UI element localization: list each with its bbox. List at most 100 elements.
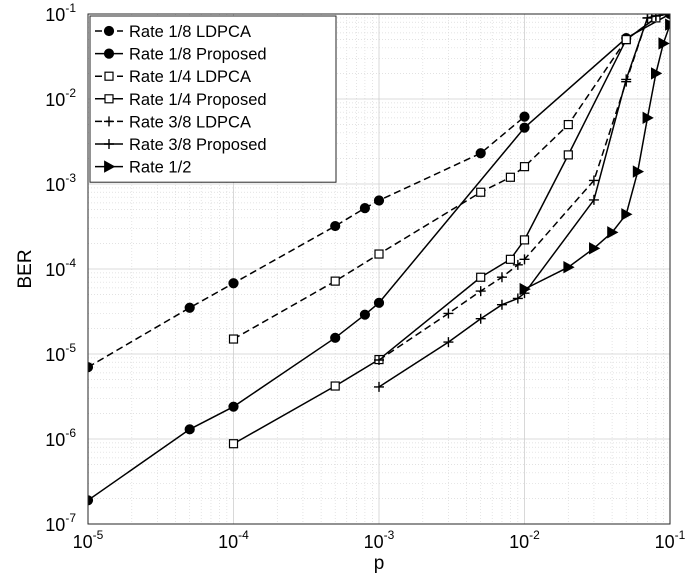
- legend-marker: [104, 139, 114, 149]
- series-2: [88, 14, 670, 506]
- tick-exponent: -4: [238, 528, 249, 542]
- data-point: [650, 14, 661, 21]
- tick-exponent: -6: [65, 426, 76, 440]
- data-point: [475, 148, 486, 159]
- legend-label: Rate 3/8 Proposed: [129, 136, 267, 154]
- y-tick-label: 10-5: [45, 341, 76, 365]
- data-point: [330, 332, 341, 343]
- data-point: [496, 299, 507, 310]
- tick-base: 10: [45, 175, 65, 195]
- series-layer: [88, 14, 670, 506]
- data-point: [228, 439, 239, 449]
- tick-base: 10: [509, 532, 529, 552]
- tick-base: 10: [655, 532, 675, 552]
- legend-marker: [103, 25, 115, 37]
- tick-exponent: -2: [529, 528, 540, 542]
- data-point: [496, 272, 507, 283]
- legend-label: Rate 1/2: [129, 159, 191, 177]
- series-7: [519, 18, 670, 296]
- x-tick-label: 10-2: [509, 528, 540, 552]
- data-point: [228, 334, 239, 344]
- y-tick-label: 10-3: [45, 171, 76, 195]
- data-point: [519, 162, 530, 172]
- x-tick-label: 10-5: [73, 528, 104, 552]
- y-tick-label: 10-6: [45, 426, 76, 450]
- tick-exponent: -3: [384, 528, 395, 542]
- y-tick-label: 10-1: [45, 1, 76, 25]
- legend: Rate 1/8 LDPCA Rate 1/8 Proposed Rate 1/4 …: [89, 15, 337, 183]
- tick-exponent: -1: [675, 528, 686, 542]
- data-point: [519, 111, 530, 122]
- data-point: [330, 220, 341, 232]
- data-point: [476, 272, 486, 282]
- data-point: [184, 424, 195, 435]
- data-point: [374, 354, 384, 365]
- data-point: [443, 337, 454, 348]
- tick-layer: 10-5 10-4 10-3 10-2 10-110-710-610-510-410-3…: [45, 1, 685, 552]
- tick-base: 10: [45, 515, 65, 535]
- data-point: [373, 195, 385, 206]
- data-point: [505, 172, 515, 182]
- x-tick-label: 10-3: [364, 528, 395, 552]
- data-point: [563, 150, 573, 160]
- data-point: [373, 297, 385, 308]
- data-point: [563, 261, 575, 274]
- tick-base: 10: [218, 532, 238, 552]
- series-6: [374, 14, 670, 392]
- tick-exponent: -5: [65, 341, 76, 355]
- tick-exponent: -4: [65, 256, 76, 270]
- tick-base: 10: [45, 345, 65, 365]
- tick-base: 10: [73, 532, 93, 552]
- data-point: [519, 282, 531, 296]
- tick-base: 10: [45, 90, 65, 110]
- data-point: [621, 34, 631, 45]
- data-point: [519, 235, 530, 245]
- tick-exponent: -3: [65, 171, 76, 185]
- data-point: [665, 18, 670, 31]
- data-point: [512, 293, 523, 304]
- legend-label: Rate 1/4 Proposed: [129, 91, 267, 109]
- tick-base: 10: [364, 532, 384, 552]
- legend-label: Rate 1/8 Proposed: [129, 46, 267, 64]
- data-point: [589, 242, 601, 255]
- x-axis-title: p: [374, 553, 385, 574]
- data-point: [475, 313, 486, 324]
- data-point: [374, 249, 384, 259]
- data-point: [519, 122, 530, 133]
- data-point: [512, 259, 523, 270]
- data-point: [228, 278, 239, 289]
- legend-marker: [104, 94, 114, 104]
- legend-marker: [104, 116, 114, 127]
- y-tick-label: 10-7: [45, 511, 76, 535]
- data-point: [475, 286, 486, 297]
- data-point: [359, 203, 370, 214]
- data-point: [505, 254, 515, 264]
- series-4: [228, 14, 661, 449]
- tick-base: 10: [45, 5, 65, 25]
- tick-base: 10: [45, 430, 65, 450]
- x-tick-label: 10-4: [218, 528, 249, 552]
- data-point: [632, 165, 645, 178]
- data-point: [443, 308, 454, 319]
- data-point: [658, 37, 670, 50]
- legend-label: Rate 3/8 LDPCA: [129, 113, 251, 131]
- data-point: [621, 74, 632, 85]
- plot-border: [87, 13, 671, 525]
- series-1: [88, 111, 530, 373]
- tick-base: 10: [45, 260, 65, 280]
- data-point: [651, 67, 663, 80]
- legend-marker: [104, 71, 114, 81]
- y-tick-label: 10-2: [45, 86, 76, 110]
- legend-label: Rate 1/8 LDPCA: [129, 23, 251, 41]
- series-line: [524, 24, 670, 290]
- series-line: [88, 116, 525, 368]
- tick-exponent: -2: [65, 86, 76, 100]
- data-point: [588, 194, 599, 205]
- data-point: [228, 401, 239, 412]
- data-point: [359, 309, 370, 320]
- data-point: [588, 175, 599, 186]
- legend-label: Rate 1/4 LDPCA: [129, 68, 251, 86]
- data-point: [563, 119, 573, 130]
- data-point: [184, 302, 195, 313]
